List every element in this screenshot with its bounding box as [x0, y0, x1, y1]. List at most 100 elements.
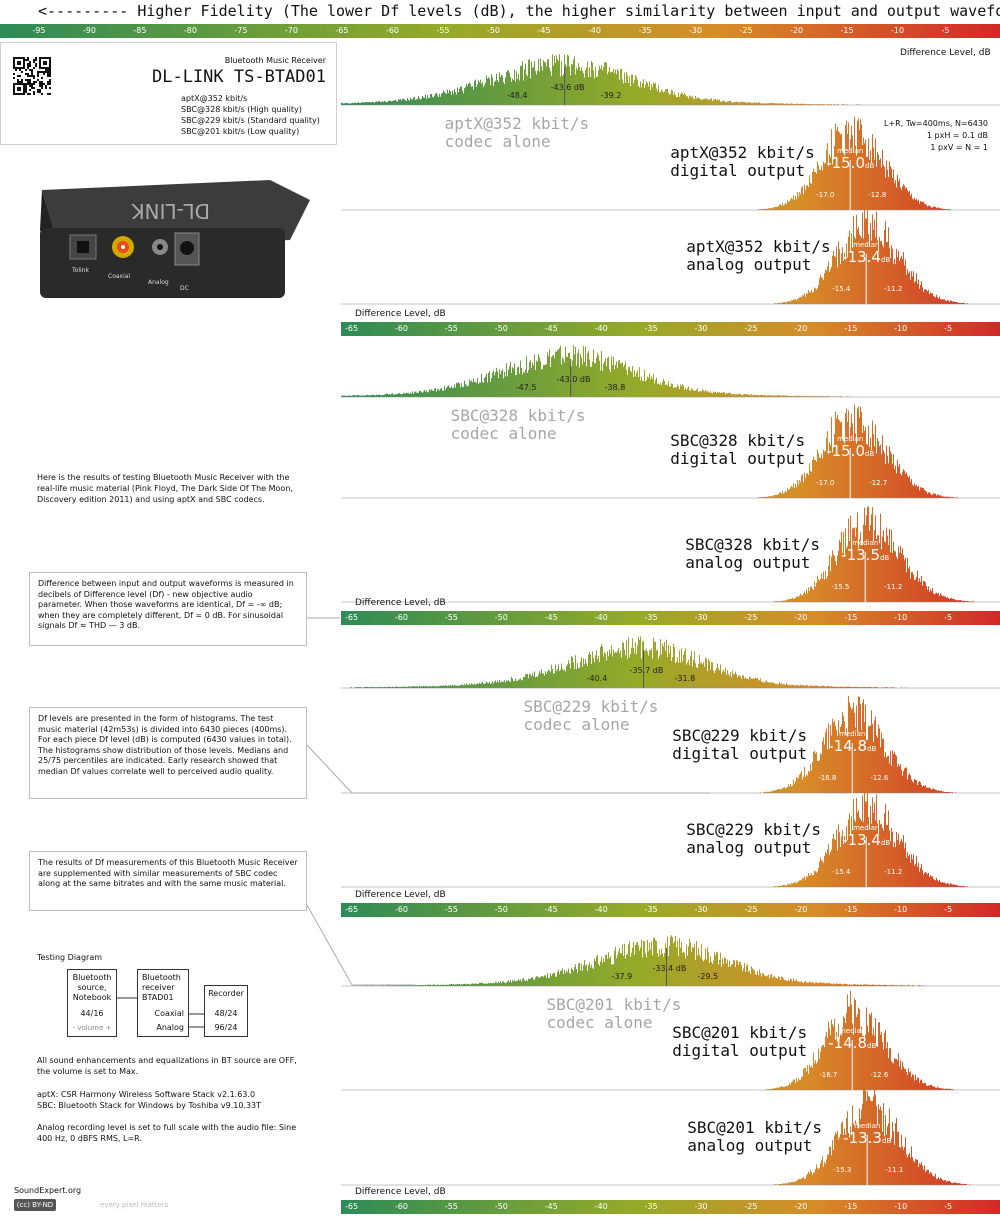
histogram-bar [478, 983, 479, 986]
histogram-bar [795, 685, 796, 688]
histogram-bar [906, 857, 907, 887]
histogram-bar [874, 446, 875, 498]
histogram-bar [896, 755, 897, 793]
histogram-bar [747, 394, 748, 397]
histogram-bar [649, 373, 650, 397]
histogram-bar [850, 834, 851, 887]
histogram-bar [967, 303, 968, 304]
histogram-bar [575, 346, 576, 397]
histogram-bar [858, 227, 859, 304]
histogram-bar [849, 1137, 850, 1185]
histogram-bar [636, 372, 637, 397]
histogram-bar [840, 422, 841, 498]
histogram-bar [785, 490, 786, 498]
histogram-bar [763, 496, 764, 498]
histogram-bar [375, 102, 376, 105]
histogram-bar [832, 550, 833, 602]
histogram-bar [795, 1082, 796, 1090]
histogram-bar [720, 664, 721, 688]
histogram-bar [893, 263, 894, 304]
percentile-75-label: -11.1 [885, 1166, 904, 1174]
histogram-bar [483, 383, 484, 397]
histogram-bar [653, 937, 654, 986]
histogram-bar [938, 592, 939, 602]
histogram-bar [523, 676, 524, 688]
histogram-bar [681, 92, 682, 105]
histogram-bar [821, 396, 822, 397]
histogram-bar [802, 779, 803, 793]
histogram-bar [803, 982, 804, 986]
histogram-bar [835, 411, 836, 498]
histogram-bar [836, 396, 837, 397]
histogram-bar [481, 982, 482, 986]
histogram-bar [788, 599, 789, 602]
histogram-bar [840, 134, 841, 210]
histogram-bar [664, 642, 665, 688]
histogram-bar [802, 103, 803, 105]
histogram-bar [877, 1124, 878, 1185]
histogram [774, 1087, 970, 1185]
histogram-bar [759, 679, 760, 688]
axis-tick-label: -25 [744, 613, 758, 622]
histogram-bar [815, 396, 816, 397]
histogram-bar [948, 209, 949, 210]
histogram-bar [912, 484, 913, 498]
histogram-bar [719, 670, 720, 688]
histogram-bar [905, 473, 906, 498]
histogram-bar [834, 145, 835, 210]
histogram-bar [908, 1154, 909, 1185]
histogram-bar [880, 513, 881, 602]
histogram-bar [860, 532, 861, 602]
histogram-bar [919, 578, 920, 602]
histogram-bar [353, 103, 354, 105]
histogram-bar [766, 1089, 767, 1090]
histogram-bar [674, 941, 675, 986]
histogram-bar [896, 187, 897, 210]
histogram-bar [450, 387, 451, 397]
histogram-bar [831, 983, 832, 986]
histogram-bar [447, 984, 448, 986]
histogram-bar [796, 300, 797, 304]
histogram-bar [774, 303, 775, 304]
histogram-bar [398, 99, 399, 105]
histogram-bar [366, 395, 367, 397]
histogram-bar [498, 682, 499, 688]
histogram-bar [376, 101, 377, 105]
histogram-bar [788, 103, 789, 105]
histogram-bar [801, 396, 802, 397]
histogram-bar [928, 289, 929, 304]
histogram-bar [545, 975, 546, 986]
histogram-bar [506, 71, 507, 105]
histogram-bar [799, 297, 800, 304]
histogram-bar [897, 839, 898, 887]
histogram-bar [796, 979, 797, 986]
histogram-bar [893, 754, 894, 793]
histogram-bar [608, 356, 609, 397]
histogram-bar [937, 593, 938, 602]
histogram-bar [824, 744, 825, 793]
histogram-bar [614, 950, 615, 986]
histogram-bar [864, 507, 865, 602]
histogram-bar [911, 1146, 912, 1185]
histogram-bar [725, 102, 726, 105]
histogram-bar [807, 593, 808, 602]
histogram-bar [599, 360, 600, 397]
histogram-bar [414, 686, 415, 688]
histogram-bar [395, 985, 396, 986]
histogram-bar [823, 863, 824, 887]
histogram-bar [944, 299, 945, 304]
histogram-bar [378, 101, 379, 105]
histogram-bar [830, 852, 831, 887]
histogram-bar [493, 86, 494, 105]
percentile-75-label: -39.2 [600, 91, 622, 100]
histogram-bar [902, 471, 903, 498]
histogram-bar [659, 655, 660, 688]
histogram-bar [363, 395, 364, 397]
histogram-bar [594, 363, 595, 397]
histogram [774, 506, 974, 602]
histogram-bar [673, 387, 674, 397]
histogram-bar [472, 684, 473, 688]
histogram-bar [811, 872, 812, 887]
histogram-bar [823, 396, 824, 397]
histogram-bar [886, 1134, 887, 1185]
